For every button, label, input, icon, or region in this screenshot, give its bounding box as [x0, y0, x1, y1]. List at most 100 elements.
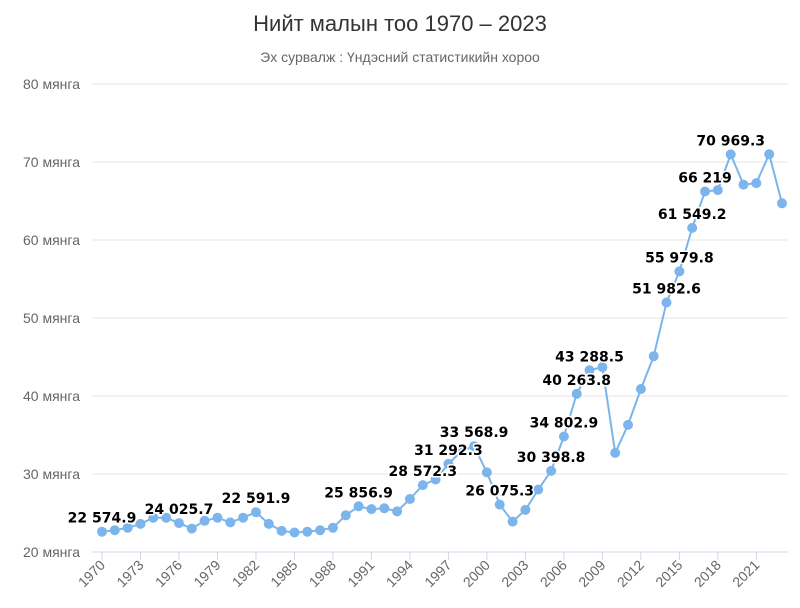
data-point-2016[interactable] [687, 222, 698, 233]
data-point-1999[interactable] [469, 441, 480, 452]
data-point-2023[interactable] [777, 198, 787, 209]
data-point-1998[interactable] [456, 446, 467, 457]
data-point-2008[interactable] [584, 365, 595, 376]
data-point-2020[interactable] [738, 179, 749, 190]
data-point-1989[interactable] [340, 510, 351, 521]
data-label: 22 591.9 [222, 491, 291, 507]
y-tick-label: 20 мянга [23, 544, 80, 560]
data-point-1991[interactable] [366, 504, 377, 515]
data-point-2013[interactable] [648, 351, 659, 362]
data-point-1976[interactable] [174, 518, 184, 529]
x-tick-label: 1985 [267, 557, 300, 590]
x-tick-label: 2006 [537, 557, 570, 590]
data-point-1970[interactable] [97, 526, 107, 537]
data-point-1987[interactable] [315, 525, 326, 536]
data-label: 26 075.3 [465, 484, 534, 500]
data-point-1994[interactable] [404, 494, 415, 504]
data-point-2010[interactable] [610, 447, 621, 458]
data-label: 40 263.8 [542, 373, 611, 389]
data-point-1982[interactable] [251, 507, 261, 518]
data-point-2017[interactable] [700, 186, 710, 197]
data-point-1975[interactable] [161, 512, 172, 523]
x-tick-label: 2021 [729, 557, 762, 590]
data-label: 25 856.9 [324, 485, 393, 501]
y-tick-label: 40 мянга [23, 388, 80, 404]
data-point-2006[interactable] [558, 431, 569, 442]
data-point-2007[interactable] [571, 388, 582, 399]
data-label: 30 398.8 [517, 450, 586, 466]
data-point-1972[interactable] [122, 522, 133, 533]
x-tick-label: 2000 [460, 557, 493, 590]
chart-title: Нийт малын тоо 1970 – 2023 [253, 11, 547, 36]
x-tick-label: 2018 [691, 557, 724, 590]
data-point-2019[interactable] [725, 149, 736, 160]
x-tick-label: 1982 [229, 557, 262, 590]
data-point-2022[interactable] [764, 149, 775, 160]
data-label: 61 549.2 [658, 207, 727, 223]
data-point-1988[interactable] [327, 522, 338, 533]
data-point-1995[interactable] [417, 480, 428, 491]
y-tick-label: 50 мянга [23, 310, 80, 326]
data-point-1996[interactable] [430, 474, 441, 485]
data-point-2011[interactable] [623, 419, 633, 430]
y-tick-label: 80 мянга [23, 76, 80, 92]
x-tick-label: 1994 [383, 557, 416, 590]
x-tick-label: 2009 [575, 557, 608, 590]
data-label: 34 802.9 [530, 416, 599, 432]
data-point-2021[interactable] [751, 178, 762, 189]
data-point-1980[interactable] [225, 517, 236, 528]
data-point-1977[interactable] [186, 523, 197, 534]
data-point-1978[interactable] [199, 515, 210, 526]
grid-lines [92, 83, 788, 553]
data-labels: 22 574.9 24 025.7 22 591.9 25 856.9 28 572.3… [66, 132, 766, 528]
x-tick-label: 1976 [152, 557, 185, 590]
data-point-2005[interactable] [546, 465, 557, 476]
data-point-2015[interactable] [674, 266, 685, 277]
data-point-2012[interactable] [635, 384, 646, 394]
y-axis: 20 мянга 30 мянга 40 мянга 50 мянга 60 мянга… [23, 76, 80, 560]
data-point-1981[interactable] [238, 512, 249, 523]
data-label: 24 025.7 [145, 502, 214, 518]
x-tick-label: 1973 [113, 557, 146, 590]
data-point-1990[interactable] [353, 501, 364, 512]
data-point-1983[interactable] [263, 518, 274, 529]
y-tick-label: 30 мянга [23, 466, 80, 482]
y-tick-label: 70 мянга [23, 154, 80, 170]
data-point-2018[interactable] [712, 185, 723, 196]
data-point-2009[interactable] [597, 362, 608, 373]
data-label: 33 568.9 [440, 425, 509, 441]
data-label: 66 219 [678, 171, 732, 187]
x-tick-label: 1991 [344, 557, 377, 590]
data-label: 51 982.6 [632, 282, 701, 298]
data-point-1974[interactable] [148, 512, 159, 523]
data-point-2003[interactable] [520, 504, 531, 515]
data-point-2001[interactable] [494, 499, 505, 510]
data-point-1971[interactable] [109, 525, 120, 536]
x-tick-label: 1997 [421, 557, 454, 590]
data-point-1984[interactable] [276, 525, 287, 536]
x-tick-label: 1979 [190, 557, 223, 590]
data-point-2000[interactable] [481, 467, 492, 478]
data-label: 55 979.8 [645, 250, 714, 266]
data-point-2014[interactable] [661, 297, 672, 308]
data-point-1992[interactable] [379, 503, 390, 514]
data-point-1997[interactable] [443, 458, 454, 469]
data-point-1979[interactable] [212, 512, 223, 523]
x-axis: 1970 1973 1976 1979 1982 1985 1988 1991 1994 1997… [75, 551, 788, 590]
data-point-1986[interactable] [302, 526, 313, 537]
x-tick-label: 2003 [498, 557, 531, 590]
x-tick-label: 1970 [75, 557, 108, 590]
data-label: 70 969.3 [696, 133, 765, 149]
data-point-2002[interactable] [507, 516, 518, 527]
data-point-1985[interactable] [289, 527, 300, 538]
x-tick-label: 2012 [614, 557, 647, 590]
data-label: 28 572.3 [388, 464, 457, 480]
x-tick-label: 2015 [652, 557, 685, 590]
series-points[interactable] [97, 149, 787, 538]
chart-subtitle: Эх сурвалж : Үндэсний статистикийн хороо [260, 49, 540, 65]
data-point-2004[interactable] [533, 484, 544, 495]
data-point-1993[interactable] [392, 506, 403, 517]
data-point-1973[interactable] [135, 518, 146, 529]
data-label: 22 574.9 [68, 511, 137, 527]
